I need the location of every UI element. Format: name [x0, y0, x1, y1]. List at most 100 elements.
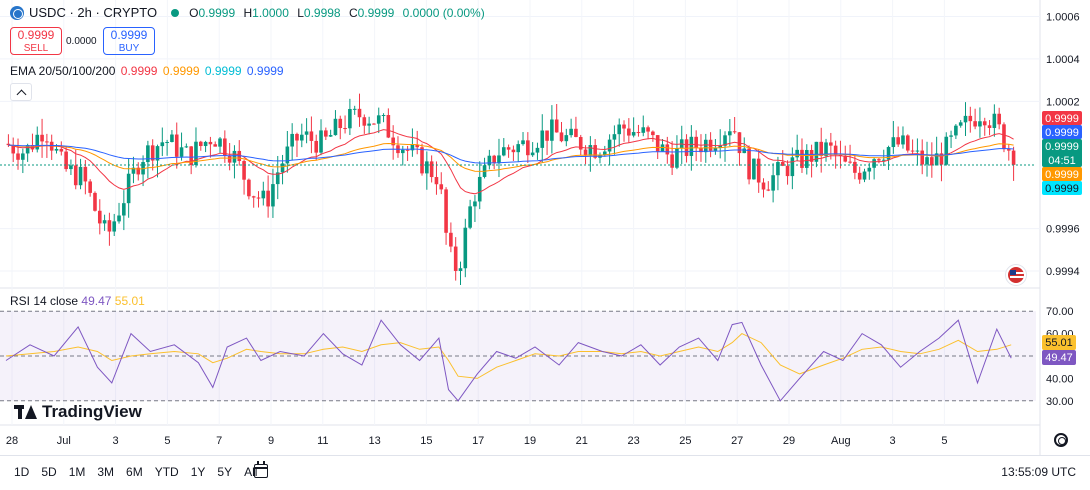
tradingview-logo[interactable]: TradingView — [14, 402, 142, 422]
price-tag-bg — [1042, 181, 1082, 195]
price-tag: 0.9999 — [1042, 111, 1082, 125]
candle-body — [146, 145, 150, 163]
range-6m[interactable]: 6M — [126, 465, 143, 479]
candle-body — [295, 133, 299, 141]
range-1m[interactable]: 1M — [68, 465, 86, 479]
rsi-tag: 49.47 — [1042, 350, 1076, 365]
grid — [0, 0, 1041, 455]
candle-body — [54, 148, 59, 151]
range-ytd[interactable]: YTD — [154, 465, 179, 479]
candle-body — [930, 157, 934, 166]
range-3m[interactable]: 3M — [97, 465, 115, 479]
rsi-tag-text: 55.01 — [1045, 337, 1073, 349]
candle-body — [439, 184, 444, 190]
range-selector: 1D 5D 1M 3M 6M YTD 1Y 5Y All — [8, 465, 263, 479]
range-1d[interactable]: 1D — [14, 465, 30, 479]
rsi-tick-label: 40.00 — [1046, 373, 1074, 385]
candle-body — [64, 151, 68, 170]
ohlc-change: 0.0000 (0.00%) — [402, 5, 485, 20]
rsi-lines — [5, 319, 1012, 402]
rsi-legend[interactable]: RSI 14 close 49.47 55.01 — [10, 294, 145, 308]
candle-body — [718, 145, 723, 148]
rsi-tag-text: 49.47 — [1045, 352, 1073, 364]
candle-body — [800, 149, 804, 168]
candle-body — [357, 108, 362, 118]
candle-body — [362, 117, 367, 126]
ema-legend-label: EMA 20/50/100/200 — [10, 64, 116, 78]
candle-body — [915, 150, 920, 152]
candle-body — [174, 134, 179, 157]
candle-body — [107, 220, 112, 232]
buy-label: BUY — [118, 43, 140, 54]
candle-body — [684, 139, 689, 156]
range-5y[interactable]: 5Y — [217, 465, 233, 479]
range-5d[interactable]: 5D — [41, 465, 57, 479]
candle-body — [328, 135, 333, 137]
candle-body — [11, 145, 16, 154]
candle-body — [881, 159, 886, 161]
candle-body — [910, 150, 915, 152]
candle-body — [69, 165, 73, 170]
candle-body — [468, 206, 472, 228]
utc-clock[interactable]: 13:55:09 UTC — [1001, 465, 1076, 479]
candle-body — [458, 268, 463, 271]
rsi-line — [5, 319, 1012, 402]
calendar-icon[interactable] — [254, 461, 268, 478]
candle-body — [73, 165, 78, 186]
candle-body — [189, 146, 193, 166]
candle-body — [131, 167, 136, 174]
candle-body — [444, 189, 448, 233]
candle-body — [299, 134, 304, 141]
candle-body — [992, 113, 997, 128]
candle-body — [540, 130, 545, 148]
candle-body — [699, 147, 703, 153]
candle-body — [223, 138, 227, 156]
candle-body — [160, 142, 165, 147]
candle-body — [386, 115, 391, 138]
time-tick-label: Aug — [831, 435, 851, 447]
candle-body — [324, 130, 328, 137]
candle-body — [1002, 124, 1006, 150]
ema-legend[interactable]: EMA 20/50/100/200 0.9999 0.9999 0.9999 0… — [10, 64, 286, 78]
candle-body — [593, 145, 597, 158]
candle-body — [304, 131, 309, 135]
us-flag-icon[interactable] — [1006, 265, 1026, 285]
time-tick-label: 23 — [627, 435, 639, 447]
candle-body — [939, 153, 944, 165]
collapse-legend-button[interactable] — [10, 83, 32, 101]
time-tick-label: 13 — [368, 435, 380, 447]
candle-body — [415, 144, 420, 148]
ohlc-close: 0.9999 — [357, 5, 395, 20]
candle-body — [218, 138, 222, 147]
candle-body — [213, 144, 218, 147]
buy-button[interactable]: 0.9999 BUY — [103, 27, 155, 55]
candle-body — [16, 153, 20, 160]
candle-body — [574, 128, 578, 138]
candle-body — [155, 146, 160, 161]
sell-price: 0.9999 — [17, 28, 55, 42]
candle-body — [21, 153, 25, 160]
symbol-title[interactable]: USDC · 2h · CRYPTO — [29, 5, 158, 20]
candle-body — [271, 184, 275, 207]
price-tag-text: 0.9999 — [1045, 127, 1079, 139]
candle-body — [612, 134, 617, 140]
candle-body — [449, 232, 453, 247]
candle-body — [742, 148, 747, 154]
range-1y[interactable]: 1Y — [190, 465, 206, 479]
time-tick-label: 21 — [576, 435, 588, 447]
candle-body — [853, 161, 857, 173]
candle-body — [473, 201, 477, 207]
candle-body — [343, 128, 347, 130]
candle-body — [266, 190, 270, 207]
price-tag: 0.9999 — [1042, 181, 1082, 195]
sell-button[interactable]: 0.9999 SELL — [10, 27, 62, 55]
candle-body — [602, 151, 607, 155]
gear-icon[interactable] — [1054, 433, 1068, 447]
candle-body — [963, 115, 968, 123]
candle-body — [896, 137, 900, 145]
candle-body — [285, 146, 290, 164]
time-tick-label: 3 — [113, 435, 119, 447]
price-tag-bg — [1042, 125, 1082, 139]
